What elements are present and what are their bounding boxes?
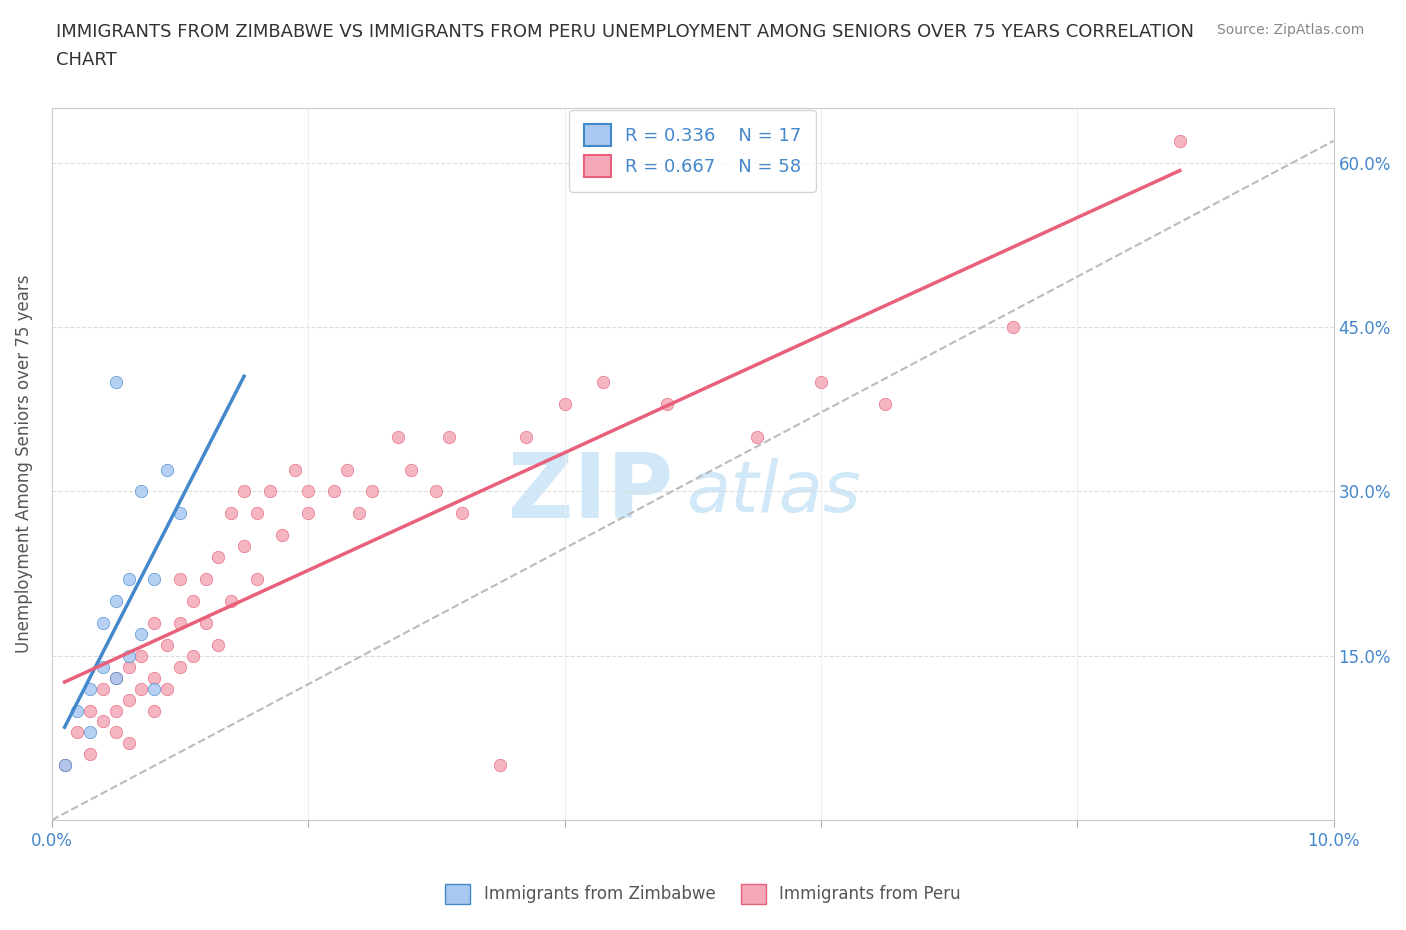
Point bbox=[143, 616, 166, 631]
Point bbox=[655, 396, 678, 411]
Point bbox=[297, 506, 319, 521]
Point bbox=[207, 550, 229, 565]
Point bbox=[1002, 320, 1025, 335]
Text: atlas: atlas bbox=[686, 458, 860, 527]
Point bbox=[118, 572, 141, 587]
Point bbox=[131, 681, 153, 696]
Point bbox=[515, 430, 537, 445]
Point bbox=[745, 430, 768, 445]
Point bbox=[284, 462, 307, 477]
Point bbox=[104, 703, 127, 718]
Point bbox=[104, 593, 127, 608]
Point bbox=[79, 725, 101, 740]
Point bbox=[156, 462, 179, 477]
Point bbox=[104, 375, 127, 390]
Point bbox=[131, 627, 153, 642]
Point bbox=[169, 616, 191, 631]
Legend: R = 0.336    N = 17, R = 0.667    N = 58: R = 0.336 N = 17, R = 0.667 N = 58 bbox=[569, 110, 815, 192]
Point bbox=[1168, 133, 1191, 148]
Point bbox=[387, 430, 409, 445]
Point bbox=[553, 396, 575, 411]
Legend: Immigrants from Zimbabwe, Immigrants from Peru: Immigrants from Zimbabwe, Immigrants fro… bbox=[437, 875, 969, 912]
Point bbox=[131, 484, 153, 498]
Point bbox=[131, 648, 153, 663]
Point bbox=[336, 462, 359, 477]
Point bbox=[143, 681, 166, 696]
Point bbox=[143, 703, 166, 718]
Text: CHART: CHART bbox=[56, 51, 117, 69]
Point bbox=[219, 593, 242, 608]
Point bbox=[233, 484, 256, 498]
Point bbox=[91, 659, 114, 674]
Point bbox=[361, 484, 384, 498]
Point bbox=[143, 671, 166, 685]
Point bbox=[873, 396, 896, 411]
Text: IMMIGRANTS FROM ZIMBABWE VS IMMIGRANTS FROM PERU UNEMPLOYMENT AMONG SENIORS OVER: IMMIGRANTS FROM ZIMBABWE VS IMMIGRANTS F… bbox=[56, 23, 1194, 41]
Point bbox=[246, 506, 269, 521]
Point bbox=[181, 593, 204, 608]
Point bbox=[156, 637, 179, 652]
Text: ZIP: ZIP bbox=[509, 448, 673, 537]
Point bbox=[79, 747, 101, 762]
Point bbox=[118, 692, 141, 707]
Point bbox=[53, 758, 76, 773]
Point bbox=[118, 648, 141, 663]
Point bbox=[91, 714, 114, 729]
Point bbox=[66, 703, 89, 718]
Point bbox=[349, 506, 371, 521]
Point bbox=[259, 484, 281, 498]
Point bbox=[104, 671, 127, 685]
Point bbox=[118, 659, 141, 674]
Point bbox=[810, 375, 832, 390]
Point bbox=[91, 616, 114, 631]
Point bbox=[169, 572, 191, 587]
Point bbox=[53, 758, 76, 773]
Point bbox=[437, 430, 460, 445]
Point bbox=[194, 616, 217, 631]
Point bbox=[399, 462, 422, 477]
Point bbox=[104, 671, 127, 685]
Point bbox=[451, 506, 474, 521]
Point bbox=[66, 725, 89, 740]
Y-axis label: Unemployment Among Seniors over 75 years: Unemployment Among Seniors over 75 years bbox=[15, 274, 32, 653]
Text: Source: ZipAtlas.com: Source: ZipAtlas.com bbox=[1216, 23, 1364, 37]
Point bbox=[271, 528, 294, 543]
Point bbox=[118, 736, 141, 751]
Point bbox=[79, 703, 101, 718]
Point bbox=[207, 637, 229, 652]
Point bbox=[322, 484, 344, 498]
Point bbox=[91, 681, 114, 696]
Point bbox=[219, 506, 242, 521]
Point bbox=[297, 484, 319, 498]
Point bbox=[79, 681, 101, 696]
Point bbox=[246, 572, 269, 587]
Point bbox=[194, 572, 217, 587]
Point bbox=[169, 659, 191, 674]
Point bbox=[181, 648, 204, 663]
Point bbox=[233, 538, 256, 553]
Point bbox=[156, 681, 179, 696]
Point bbox=[489, 758, 512, 773]
Point bbox=[143, 572, 166, 587]
Point bbox=[592, 375, 614, 390]
Point bbox=[104, 725, 127, 740]
Point bbox=[169, 506, 191, 521]
Point bbox=[425, 484, 447, 498]
